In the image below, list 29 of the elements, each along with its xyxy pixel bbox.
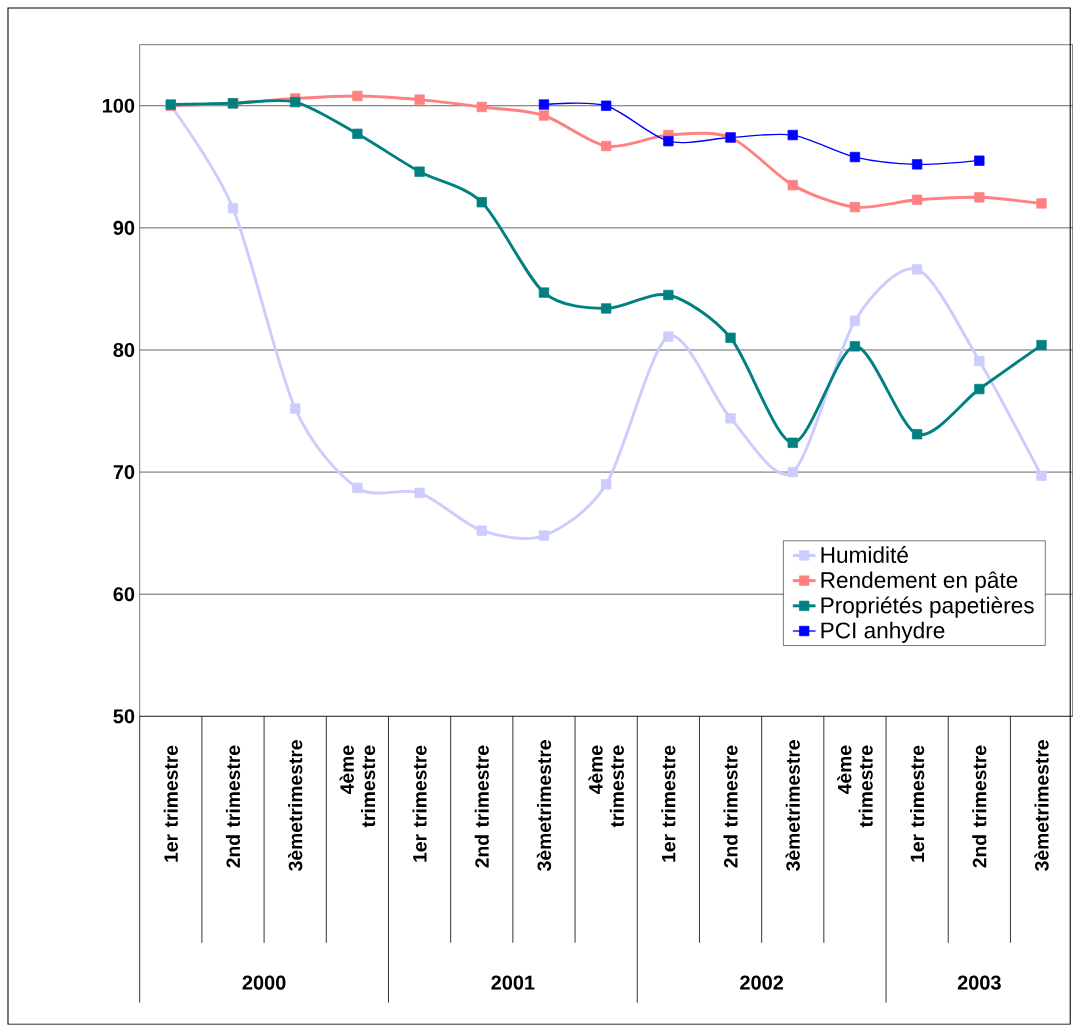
x-tick-label: 1er trimestre (163, 745, 178, 862)
x-tick-label: 3èmetrimestre (785, 740, 800, 872)
y-tick-label: 100 (102, 98, 135, 113)
y-tick-label: 60 (113, 587, 135, 602)
y-tick-label: 50 (113, 709, 135, 724)
legend-label: Propriétés papetières (821, 596, 1034, 618)
legend-label: Humidité (821, 546, 908, 564)
x-tick-label: 2nd trimestre (225, 745, 241, 868)
x-tick-label: 2nd trimestre (723, 745, 738, 868)
x-tick-label: 4ème trimestre (837, 745, 873, 828)
y-tick-label: 80 (113, 343, 135, 358)
x-tick-label: 2nd trimestre (474, 745, 489, 868)
x-tick-label: 3èmetrimestre (288, 740, 303, 872)
text: 2003 (957, 975, 1001, 990)
legend-label: PCI anhydre (821, 621, 945, 644)
x-tick-label: 3èmetrimestre (1034, 740, 1049, 872)
legend-label: Rendement en pâte (821, 571, 1018, 593)
x-tick-label: 2nd trimestre (972, 745, 987, 868)
x-tick-label: 4ème trimestre (588, 745, 624, 828)
text: 2001 (491, 975, 535, 990)
text: 2002 (740, 975, 784, 990)
x-tick-label: 1er trimestre (910, 745, 925, 862)
x-tick-label: 1er trimestre (661, 745, 676, 862)
y-tick-label: 90 (113, 220, 135, 236)
x-tick-label: 1er trimestre (412, 745, 427, 862)
text: 2000 (242, 975, 286, 990)
x-tick-label: 3èmetrimestre (536, 740, 552, 872)
x-tick-label: 4ème trimestre (339, 745, 376, 828)
y-tick-label: 70 (113, 465, 135, 480)
